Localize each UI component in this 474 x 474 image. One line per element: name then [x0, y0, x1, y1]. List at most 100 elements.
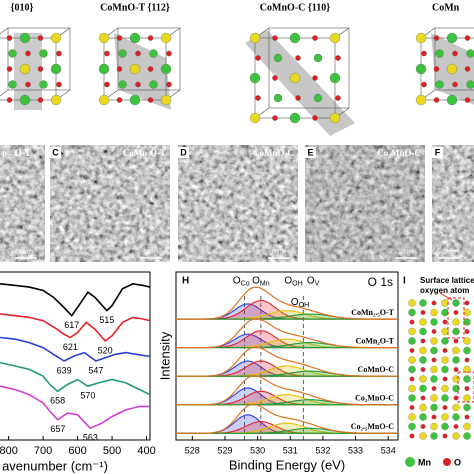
- atom: [452, 81, 458, 88]
- atom: [464, 97, 471, 103]
- panel-letter-box: [305, 147, 316, 158]
- crystal-structure: [415, 27, 474, 106]
- legend-swatch: [443, 458, 451, 466]
- atom: [441, 394, 449, 402]
- atom: [419, 413, 427, 421]
- atom: [466, 49, 474, 58]
- atom: [415, 63, 427, 75]
- atom: [408, 337, 416, 345]
- atom: [39, 80, 48, 89]
- atom: [25, 81, 31, 88]
- atom: [464, 66, 471, 72]
- tem-texture: [305, 145, 425, 262]
- envelope: [176, 317, 398, 349]
- peak-label-main: O: [291, 297, 299, 308]
- atom: [446, 32, 458, 44]
- tem-texture: [0, 145, 45, 262]
- spectrum-line: [0, 336, 150, 362]
- atom: [421, 81, 427, 88]
- atom: [430, 318, 438, 326]
- atom: [329, 112, 341, 124]
- panel-letter: D: [180, 147, 187, 157]
- atom: [272, 115, 278, 121]
- atom: [129, 63, 141, 75]
- atom: [135, 81, 141, 88]
- peak-label-main: O: [284, 275, 292, 286]
- x-tick-label: 500: [103, 445, 121, 457]
- atom: [420, 424, 426, 429]
- atom: [37, 66, 44, 72]
- atom: [8, 80, 17, 89]
- scale-label: 20nm: [398, 250, 413, 256]
- atom: [129, 32, 141, 44]
- atom: [430, 375, 438, 383]
- crystal-structure: [98, 27, 181, 110]
- atom: [435, 80, 444, 89]
- atom: [289, 72, 301, 84]
- atom: [463, 394, 471, 402]
- atom: [463, 308, 471, 317]
- peak-label-sub: Co: [241, 280, 250, 287]
- atom: [408, 299, 416, 307]
- tem-texture: [50, 145, 170, 262]
- x-tick-label: 533: [348, 445, 363, 455]
- atom: [419, 318, 427, 326]
- panel-letter-box: [432, 147, 443, 158]
- atom: [441, 422, 449, 431]
- atom: [272, 75, 278, 81]
- atom: [441, 337, 449, 345]
- x-tick-label: 400: [137, 445, 155, 457]
- crystal-plane: [114, 33, 171, 110]
- atom: [463, 346, 471, 355]
- atom: [453, 367, 459, 372]
- x-tick-label: 531: [283, 445, 298, 455]
- panel-letter: C: [52, 147, 59, 157]
- sample-label: CoMnO-C: [358, 365, 395, 374]
- unit-cell: [434, 27, 474, 91]
- atom: [118, 49, 127, 58]
- envelope: [176, 286, 398, 320]
- atom: [420, 395, 426, 401]
- atom: [419, 403, 427, 412]
- atom: [430, 432, 438, 440]
- atom: [463, 365, 471, 374]
- scale-label: 20nm: [18, 250, 33, 256]
- atom: [50, 32, 62, 44]
- panel-letter: H: [182, 276, 189, 287]
- atom: [433, 97, 440, 103]
- atom: [452, 327, 460, 336]
- peak-label-main: O: [252, 275, 260, 286]
- atom: [329, 32, 341, 44]
- peak-label: 639: [57, 365, 72, 375]
- atom: [452, 375, 460, 383]
- x-tick-label: 528: [185, 445, 200, 455]
- atom: [464, 386, 470, 391]
- crystal-label: CoMn: [432, 2, 460, 13]
- peak-label: OMn: [252, 275, 270, 287]
- atom: [452, 403, 460, 412]
- atom: [273, 93, 283, 103]
- atom: [431, 357, 437, 363]
- atom: [409, 319, 415, 325]
- atom: [421, 50, 427, 57]
- atom: [56, 50, 62, 57]
- envelope: [176, 403, 398, 434]
- atom: [420, 338, 426, 344]
- tem-label: n₂.₅O-T: [2, 148, 31, 158]
- peak-label: 563: [83, 433, 98, 443]
- atom: [433, 35, 440, 41]
- x-axis-title: Binding Energy (eV): [229, 457, 345, 472]
- atom: [255, 55, 261, 61]
- crystal-plane: [245, 30, 355, 136]
- atom: [409, 348, 415, 353]
- peak-label: 617: [64, 320, 79, 330]
- atom: [312, 75, 318, 81]
- atom: [430, 394, 438, 402]
- atom: [104, 50, 110, 57]
- legend-swatch: [405, 457, 415, 467]
- atom: [419, 346, 427, 355]
- atom: [435, 49, 444, 58]
- pointer: [439, 292, 453, 301]
- panel-letter: I: [403, 276, 406, 287]
